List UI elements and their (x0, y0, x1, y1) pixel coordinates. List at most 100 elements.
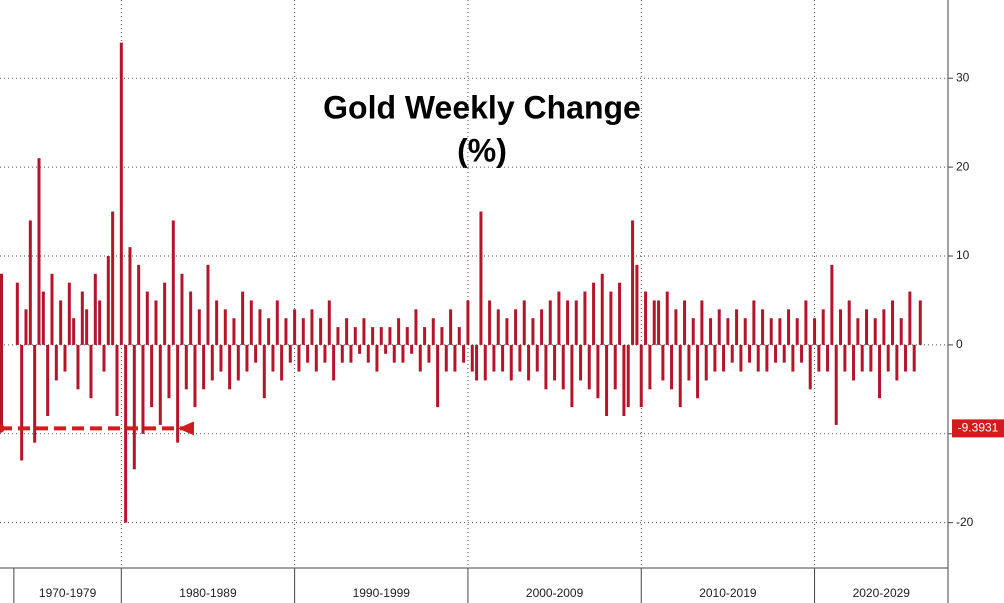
bar (193, 344, 197, 408)
bar (470, 344, 474, 372)
bar (349, 344, 353, 363)
bar (522, 300, 526, 345)
bar (904, 344, 908, 372)
chart-subtitle: (%) (457, 132, 507, 168)
bar (531, 318, 535, 345)
bar (769, 318, 773, 345)
bar (830, 264, 834, 345)
bar (743, 318, 747, 345)
bar (345, 318, 349, 345)
bar (709, 318, 713, 345)
bar (839, 309, 843, 345)
bar (262, 344, 266, 399)
bar (184, 344, 188, 390)
bar (427, 344, 431, 363)
x-tick-label: 2020-2029 (853, 586, 911, 600)
bar (24, 309, 28, 345)
bar (847, 300, 851, 345)
bar (674, 309, 678, 345)
bar (128, 247, 132, 345)
bar (340, 344, 344, 363)
bar (423, 327, 427, 345)
bar (323, 344, 327, 363)
bar (297, 344, 301, 372)
bar (267, 318, 271, 345)
bar (449, 309, 453, 345)
bar (501, 344, 505, 372)
bar (735, 309, 739, 345)
bar (436, 344, 440, 408)
bar (444, 344, 448, 372)
bar (860, 344, 864, 372)
bar (730, 344, 734, 363)
bar (756, 344, 760, 372)
bar (466, 300, 470, 345)
bar (124, 344, 128, 523)
bar (119, 42, 123, 345)
value-label-box (952, 419, 1004, 438)
bar (150, 344, 154, 408)
bar (739, 344, 743, 372)
bar (414, 309, 418, 345)
bar (918, 300, 922, 345)
bar (223, 309, 227, 345)
bar (631, 220, 635, 345)
bar (46, 344, 50, 416)
bar (661, 344, 665, 381)
bar (310, 309, 314, 345)
bar (912, 344, 916, 372)
y-tick-label: 10 (956, 248, 970, 262)
bar (483, 344, 487, 381)
bar (98, 300, 102, 345)
chart-title: Gold Weekly Change (323, 89, 641, 125)
bar (514, 309, 518, 345)
bar (54, 344, 58, 381)
bar (826, 344, 830, 372)
bar (687, 344, 691, 381)
bar (167, 344, 171, 399)
bar (670, 344, 674, 390)
bar (280, 344, 284, 381)
bar (717, 309, 721, 345)
bar (800, 344, 804, 363)
bar (401, 344, 405, 363)
bar (579, 344, 583, 381)
bar (362, 318, 366, 345)
bar (570, 344, 574, 408)
bar (644, 291, 648, 345)
bar (652, 300, 656, 345)
y-tick-label: 20 (956, 159, 970, 173)
bar (574, 300, 578, 345)
bar (622, 344, 626, 416)
bar (37, 158, 41, 345)
bar (479, 211, 483, 345)
bar (535, 344, 539, 372)
bar (15, 282, 19, 345)
latest-point (0, 423, 5, 433)
x-tick-label: 1990-1999 (353, 586, 411, 600)
bar (722, 344, 726, 372)
bar (319, 318, 323, 345)
bar (241, 291, 245, 345)
bar (544, 344, 548, 390)
bar (626, 344, 630, 408)
y-tick-label: -20 (956, 515, 974, 529)
bar (245, 344, 249, 372)
bar (821, 309, 825, 345)
bar (496, 309, 500, 345)
bar (592, 282, 596, 345)
bar (527, 344, 531, 381)
bar (691, 318, 695, 345)
bar (314, 344, 318, 372)
bar (85, 309, 89, 345)
bar (548, 300, 552, 345)
bar (132, 344, 136, 470)
bar (301, 318, 305, 345)
bar (145, 291, 149, 345)
bar (115, 344, 119, 416)
bar (878, 344, 882, 399)
bar (93, 273, 97, 345)
bar (405, 327, 409, 345)
bar (288, 344, 292, 363)
bar (509, 344, 513, 381)
